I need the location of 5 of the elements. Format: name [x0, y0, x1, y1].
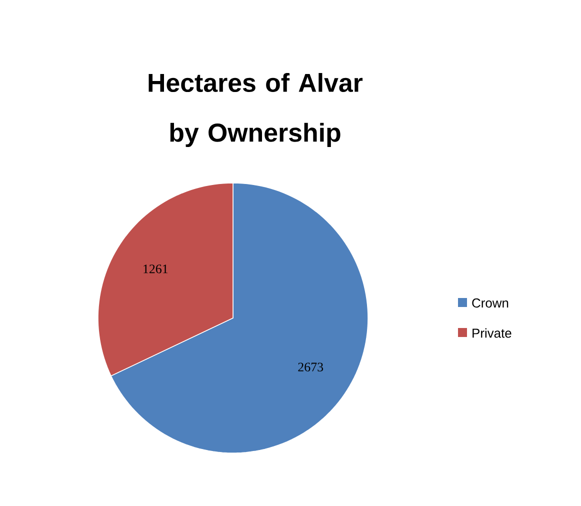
- chart-title: Hectares of Alvar by Ownership: [148, 73, 363, 147]
- legend-label: Private: [472, 328, 512, 338]
- data-label: 2673: [298, 362, 324, 372]
- legend-label: Crown: [472, 298, 508, 308]
- data-label: 1261: [144, 264, 168, 274]
